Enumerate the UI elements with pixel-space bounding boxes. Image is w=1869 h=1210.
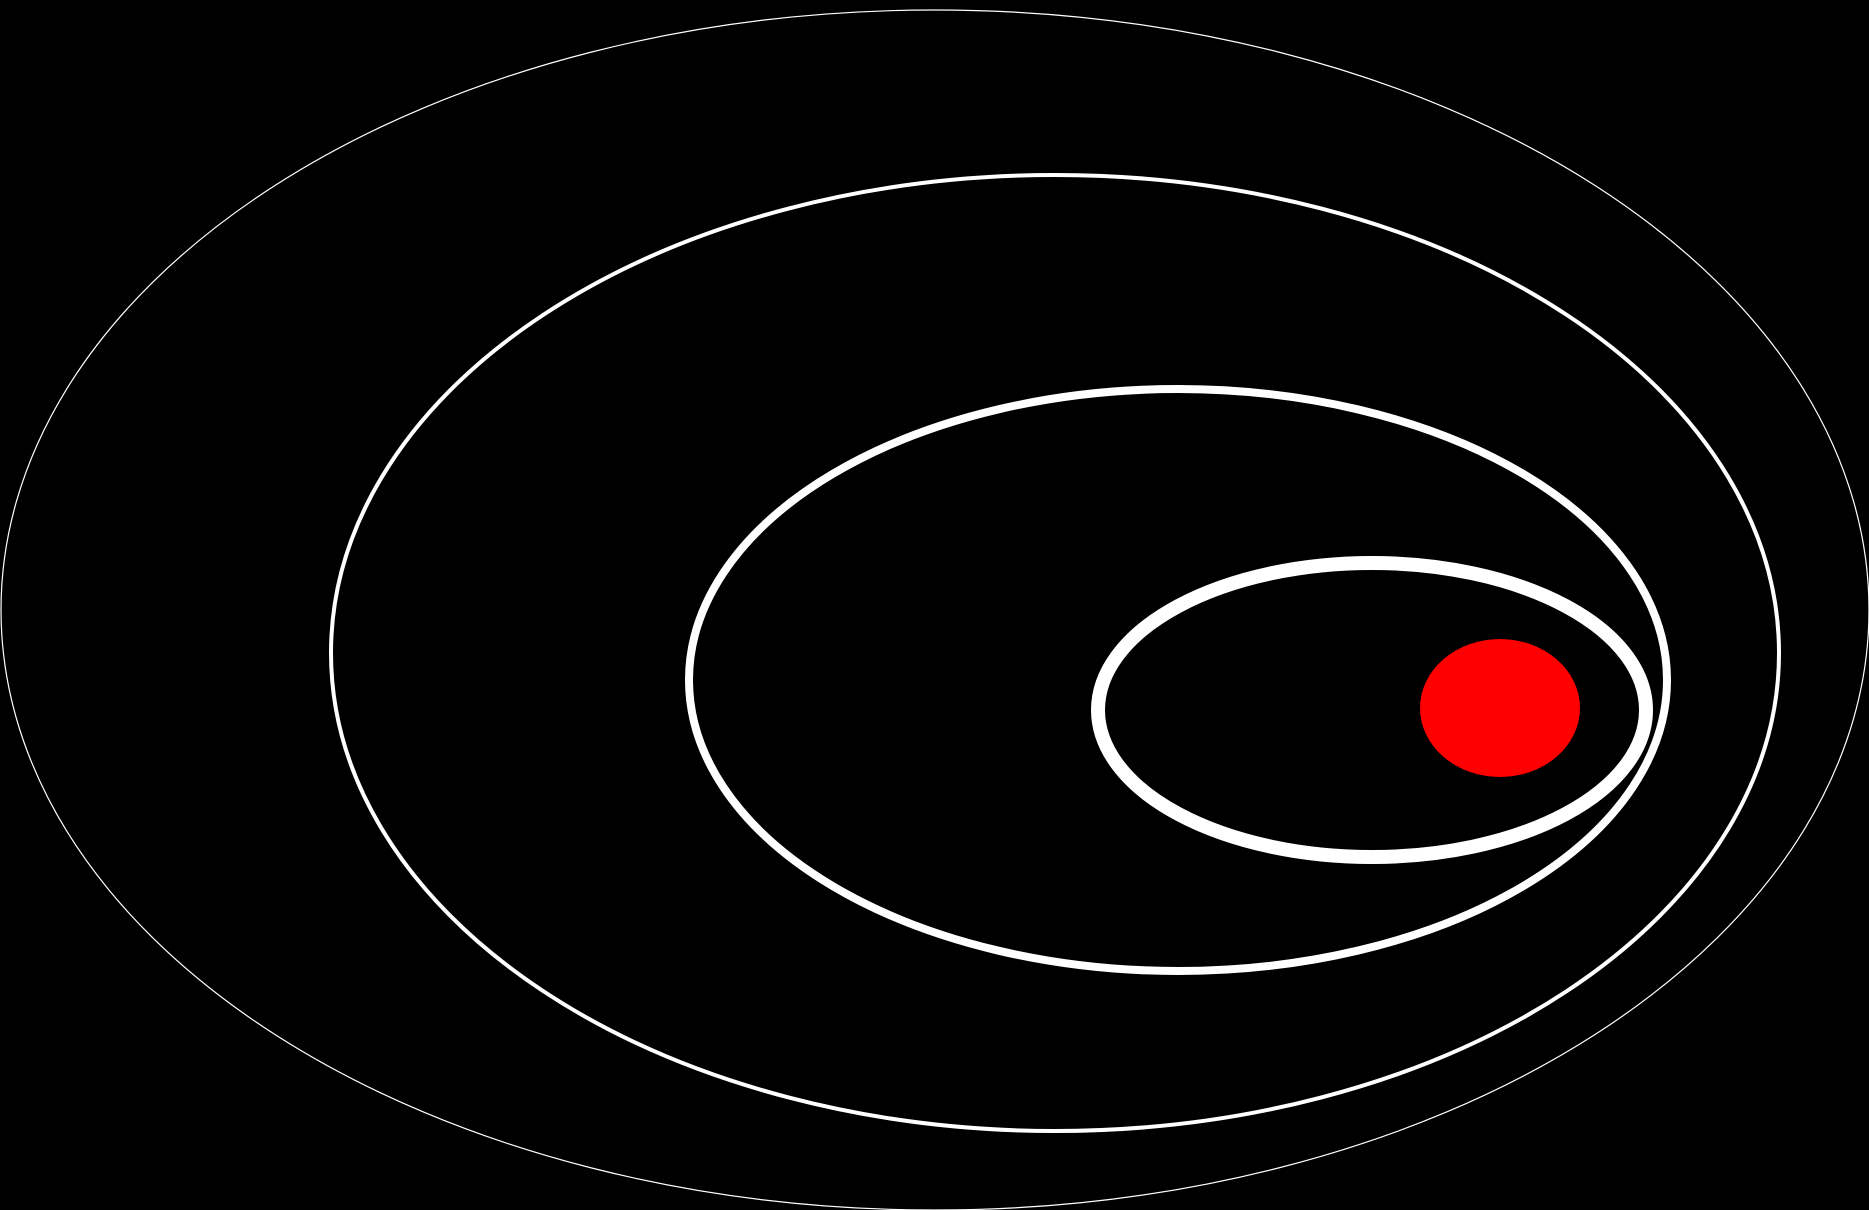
ring-innermost: [1091, 556, 1653, 864]
ring-third: [685, 385, 1671, 975]
ring-second: [329, 173, 1781, 1133]
ring-outermost: [0, 9, 1869, 1210]
red-dot: [1420, 639, 1580, 777]
